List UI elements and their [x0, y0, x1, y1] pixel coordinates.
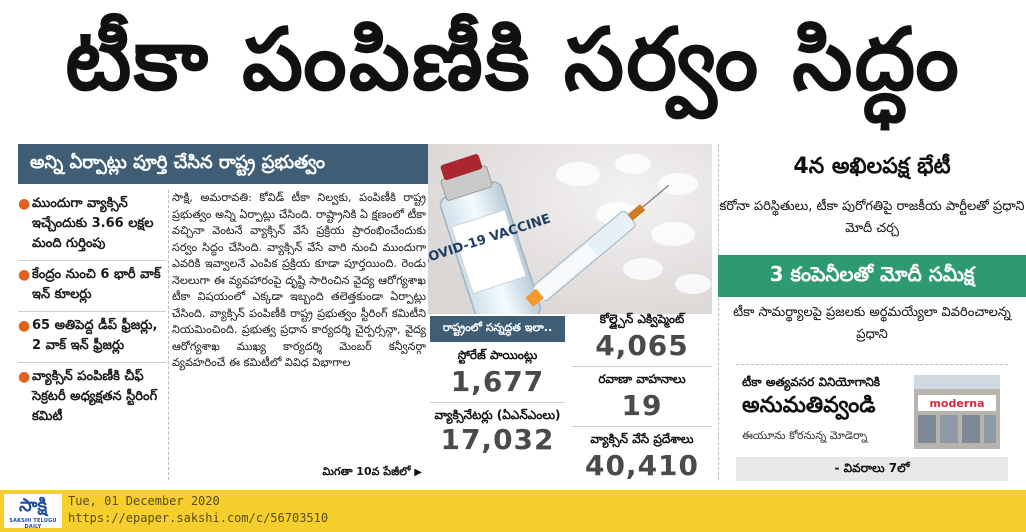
- stat-label: రవాణా వాహనాలు: [598, 372, 686, 386]
- footer-date: Tue, 01 December 2020: [68, 494, 220, 508]
- subhead-text: అన్ని ఏర్పాట్లు పూర్తి చేసిన రాష్ట్ర ప్ర…: [30, 151, 325, 173]
- moderna-building-svg: moderna: [914, 375, 1000, 449]
- list-item: ● 65 అతిపెద్ద డీప్ ఫ్రీజర్లు, 2 వాక్ ఇన్…: [18, 312, 166, 363]
- bullet-dot-icon: ●: [18, 196, 31, 212]
- stats-title: రాష్ట్రంలో సన్నద్ధత ఇలా..: [442, 321, 553, 334]
- headline: టీకా పంపిణీకి సర్వం సిద్ధం: [0, 0, 1026, 140]
- stat-value: 17,032: [440, 423, 555, 456]
- stat-coldchain: కోల్డ్చైన్ ఎక్విప్మెంట్ 4,065: [572, 312, 712, 363]
- story3-more[interactable]: - వివరాలు 7లో: [736, 457, 1008, 481]
- footer-bar: సాక్షి SAKSHI TELUGU DAILY Tue, 01 Decem…: [0, 490, 1026, 532]
- footer-url[interactable]: https://epaper.sakshi.com/c/56703510: [68, 511, 329, 525]
- moderna-building-photo: moderna: [914, 375, 1000, 449]
- stat-storage: స్టోరేజ్ పాయింట్లు 1,677: [430, 348, 565, 399]
- article-paragraph: సాక్షి, అమరావతి: కోవిడ్ టీకా నిల్వకు, పం…: [172, 191, 426, 369]
- stats-title-banner: రాష్ట్రంలో సన్నద్ధత ఇలా..: [430, 316, 565, 342]
- play-arrow-icon: ▶: [414, 467, 422, 478]
- story2-body: టీకా సామర్థ్యాలపై ప్రజలకు అర్థమయ్యేలా వి…: [733, 305, 1011, 342]
- bullet-text: కేంద్రం నుంచి 6 భారీ వాక్ ఇన్ కూలర్లు: [32, 267, 161, 302]
- list-item: ● ముందుగా వ్యాక్సిన్ ఇచ్చేందుకు 3.66 లక్…: [18, 190, 166, 261]
- article-body: సాక్షి, అమరావతి: కోవిడ్ టీకా నిల్వకు, పం…: [172, 190, 426, 480]
- stat-transport: రవాణా వాహనాలు 19: [572, 372, 712, 423]
- column-divider: [168, 190, 169, 480]
- bullet-text: 65 అతిపెద్ద డీప్ ఫ్రీజర్లు, 2 వాక్ ఇన్ ఫ…: [32, 318, 158, 353]
- list-item: ● కేంద్రం నుంచి 6 భారీ వాక్ ఇన్ కూలర్లు: [18, 261, 166, 312]
- story2-title: 3 కంపెనీలతో మోదీ సమీక్ష: [769, 261, 975, 286]
- stat-value: 4,065: [595, 329, 689, 362]
- story3-more-text: - వివరాలు 7లో: [834, 460, 910, 475]
- list-item: ● వ్యాక్సిన్ పంపిణీకి చీఫ్ సెక్రటరీ అధ్య…: [18, 363, 166, 433]
- bullet-list: ● ముందుగా వ్యాక్సిన్ ఇచ్చేందుకు 3.66 లక్…: [18, 190, 166, 480]
- moderna-sign-text: moderna: [929, 397, 984, 410]
- logo-text: సాక్షి: [19, 495, 47, 516]
- stat-places: వ్యాక్సిన్ వేసే ప్రదేశాలు 40,410: [572, 432, 712, 483]
- continued-note[interactable]: మిగతా 10వ పేజీలో ▶: [322, 465, 422, 481]
- vaccine-photo-svg: COVID-19 VACCINE: [428, 144, 712, 314]
- vaccine-photo: COVID-19 VACCINE: [428, 144, 712, 314]
- right-column-divider: [718, 144, 719, 480]
- stat-label: వ్యాక్సినేటర్లు (ఏఎన్ఎంలు): [434, 408, 561, 422]
- stat-divider: [430, 402, 565, 403]
- bullet-text: ముందుగా వ్యాక్సిన్ ఇచ్చేందుకు 3.66 లక్షల…: [32, 196, 154, 251]
- stat-value: 40,410: [584, 449, 700, 482]
- stat-value: 19: [621, 389, 663, 422]
- story3-title: అనుమతివ్వండి: [742, 393, 876, 418]
- stat-vaccinators: వ్యాక్సినేటర్లు (ఏఎన్ఎంలు) 17,032: [430, 407, 565, 457]
- story1-body: కరోనా పరిస్థితులు, టీకా పురోగతిపై రాజకీయ…: [719, 199, 1025, 236]
- right-column: 4న అఖిలపక్ష భేటీ కరోనా పరిస్థితులు, టీకా…: [718, 144, 1026, 482]
- bullet-dot-icon: ●: [18, 267, 31, 283]
- story3-kicker: టీకా అత్యవసర వినియోగానికి: [742, 375, 881, 389]
- stat-value: 1,677: [450, 365, 545, 398]
- sakshi-logo[interactable]: సాక్షి SAKSHI TELUGU DAILY: [4, 494, 62, 530]
- logo-subtext: SAKSHI TELUGU DAILY: [9, 518, 57, 530]
- story1-title: 4న అఖిలపక్ష భేటీ: [793, 154, 951, 179]
- story3-box: టీకా అత్యవసర వినియోగానికి అనుమతివ్వండి ఈ…: [736, 364, 1008, 482]
- headline-text: టీకా పంపిణీకి సర్వం సిద్ధం: [65, 9, 961, 110]
- stat-label: స్టోరేజ్ పాయింట్లు: [457, 348, 538, 362]
- stat-divider: [572, 426, 712, 427]
- stat-label: వ్యాక్సిన్ వేసే ప్రదేశాలు: [590, 432, 694, 446]
- story3-subtitle: ఈయూను కోరనున్న మోడెర్నా: [742, 429, 868, 442]
- bullet-text: వ్యాక్సిన్ పంపిణీకి చీఫ్ సెక్రటరీ అధ్యక్…: [32, 369, 158, 424]
- subhead-banner: అన్ని ఏర్పాట్లు పూర్తి చేసిన రాష్ట్ర ప్ర…: [18, 144, 428, 184]
- story2-banner: 3 కంపెనీలతో మోదీ సమీక్ష: [718, 255, 1026, 297]
- continued-text: మిగతా 10వ పేజీలో: [322, 465, 411, 478]
- stat-label: కోల్డ్చైన్ ఎక్విప్మెంట్: [599, 312, 685, 326]
- bullet-dot-icon: ●: [18, 318, 31, 334]
- stat-divider: [572, 366, 712, 367]
- bullet-dot-icon: ●: [18, 369, 31, 385]
